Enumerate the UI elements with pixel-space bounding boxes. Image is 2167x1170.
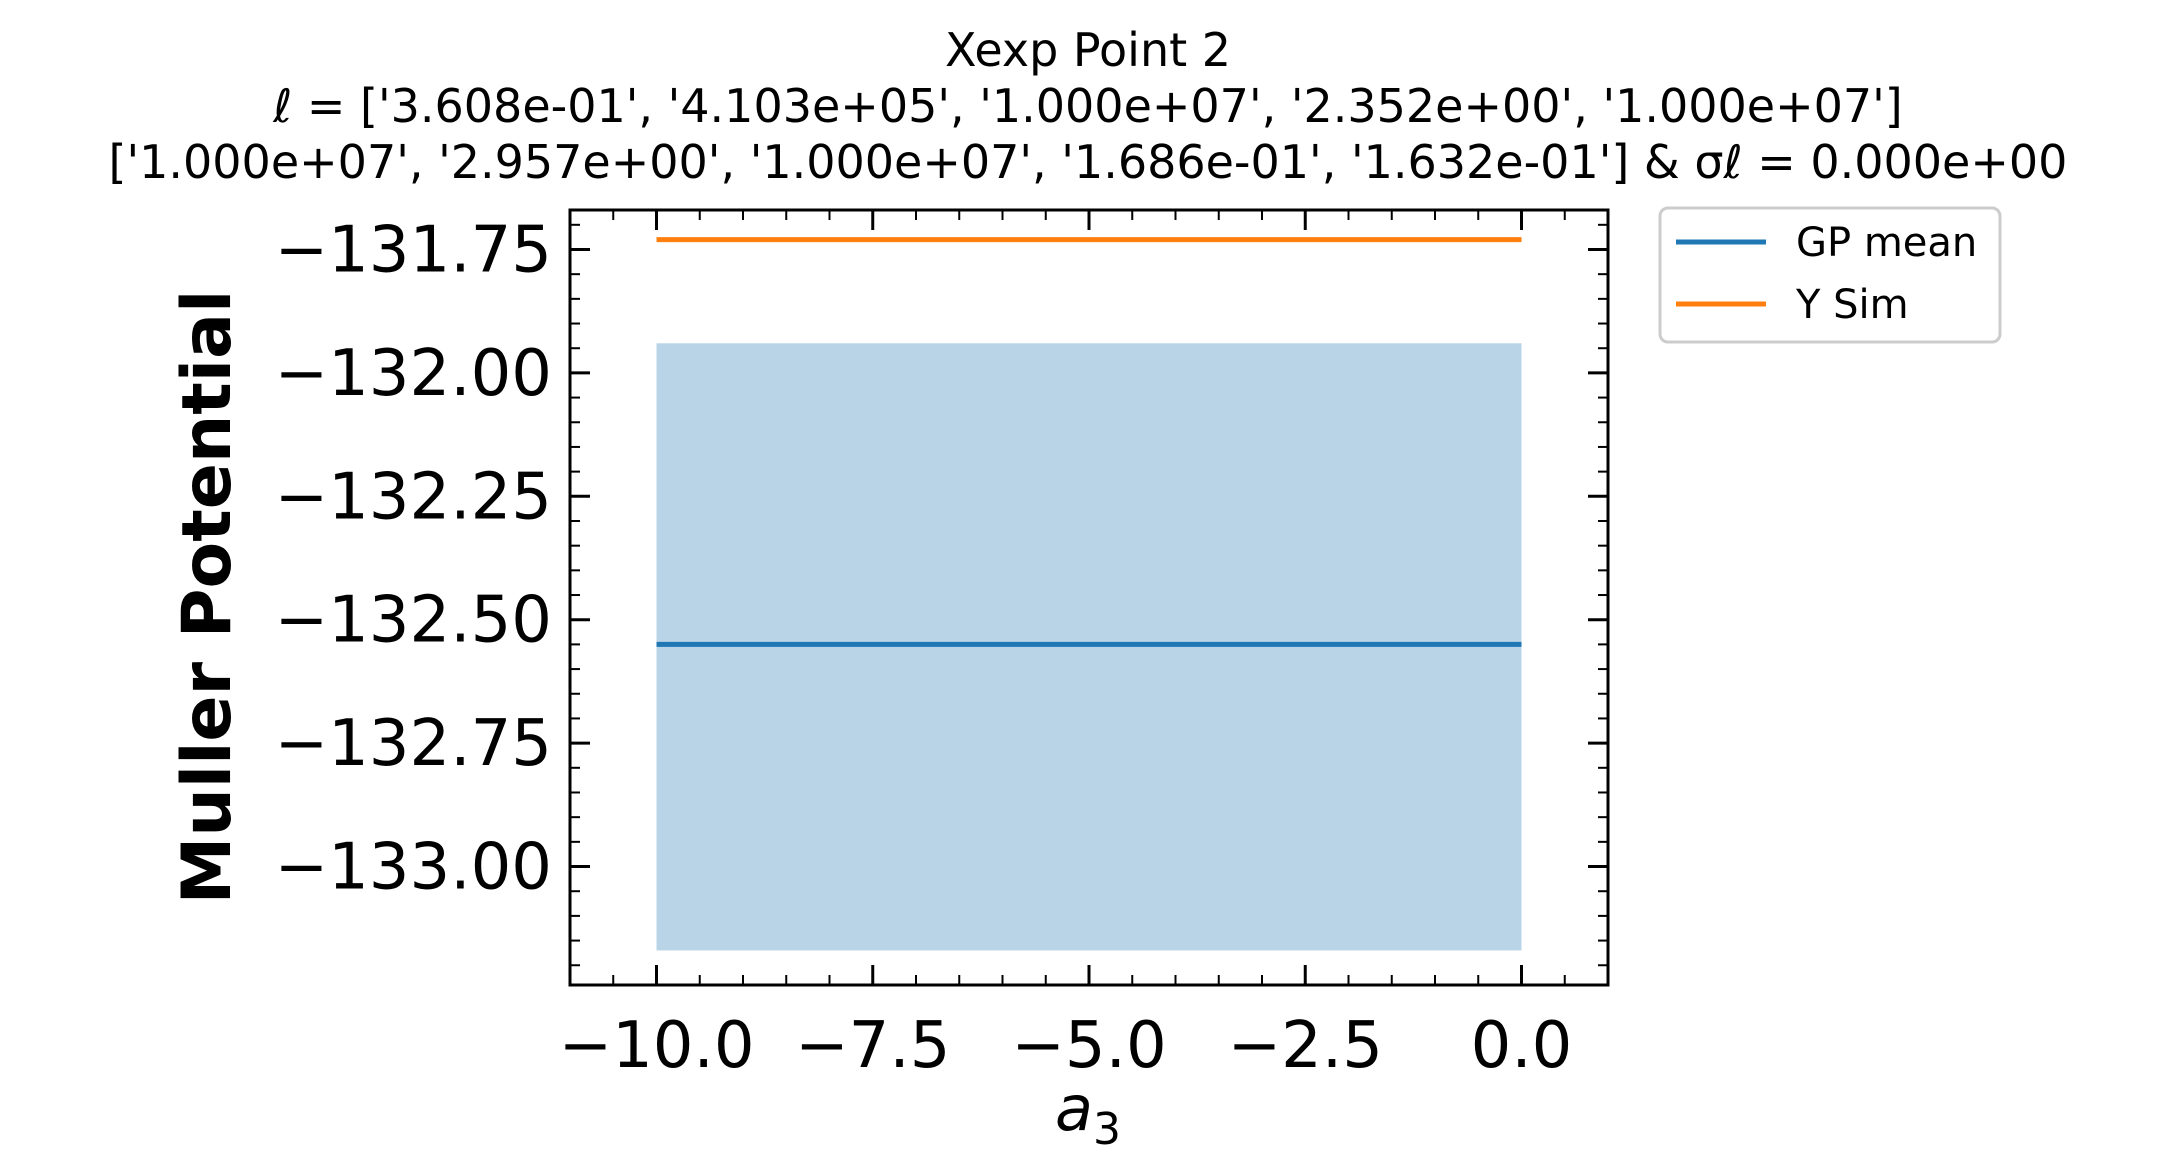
y-tick-label: −133.00 (274, 831, 552, 905)
plot-area (568, 208, 1610, 987)
y-tick-label: −132.25 (274, 460, 552, 534)
y-tick-label: −132.75 (274, 707, 552, 781)
title-line-2: ℓ = ['3.608e-01', '4.103e+05', '1.000e+0… (272, 79, 1903, 133)
y-axis: −131.75 −132.00 −132.25 −132.50 −132.75 −133.… (274, 213, 1608, 967)
y-tick-label: −131.75 (274, 213, 552, 287)
x-axis-title-subscript: 3 (1093, 1104, 1121, 1155)
x-axis-title-symbol: a (1055, 1072, 1093, 1145)
y-tick-label: −132.00 (274, 337, 552, 411)
title-line-1: Xexp Point 2 (945, 23, 1231, 77)
x-tick-label: −5.0 (1011, 1009, 1166, 1083)
title-line-3: ['1.000e+07', '2.957e+00', '1.000e+07', … (109, 135, 2068, 189)
chart-title: Xexp Point 2 ℓ = ['3.608e-01', '4.103e+0… (109, 23, 2068, 189)
legend-label: Y Sim (1795, 282, 1909, 328)
x-axis-title: a3 (1055, 1072, 1121, 1155)
x-tick-label: 0.0 (1471, 1009, 1573, 1083)
legend-label: GP mean (1796, 220, 1977, 266)
legend: GP mean Y Sim (1658, 206, 2002, 344)
x-tick-label: −7.5 (795, 1009, 950, 1083)
x-axis: −10.0 −7.5 −5.0 −2.5 0.0 (558, 210, 1609, 1083)
x-tick-label: −10.0 (558, 1009, 754, 1083)
y-axis-title: Muller Potential (168, 290, 247, 905)
x-tick-label: −2.5 (1228, 1009, 1383, 1083)
y-tick-label: −132.50 (274, 584, 552, 658)
